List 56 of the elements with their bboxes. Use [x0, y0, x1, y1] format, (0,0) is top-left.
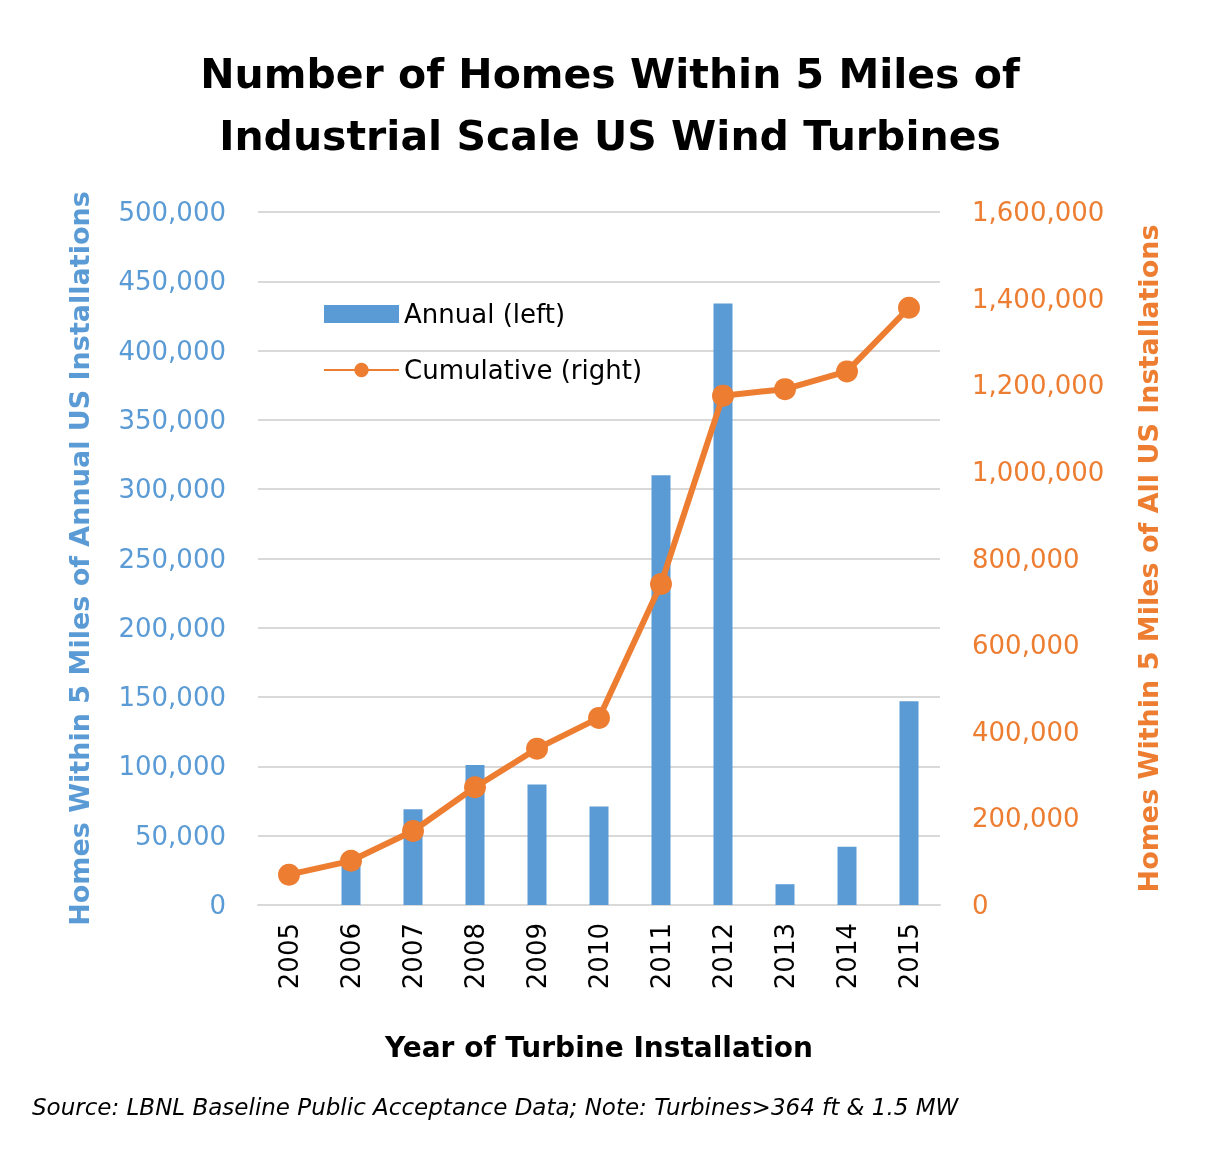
x-tick-label: 2008 [460, 923, 490, 990]
bar [775, 884, 795, 905]
bar [651, 475, 671, 905]
bar [527, 784, 547, 905]
point [774, 378, 796, 401]
point [402, 819, 424, 842]
y-tick-label: 100,000 [118, 751, 226, 782]
y2-tick-label: 1,600,000 [972, 197, 1105, 227]
x-tick-label: 2014 [832, 923, 862, 990]
point [836, 360, 858, 383]
y-tick-label: 350,000 [118, 404, 226, 435]
y2-axis-title: Homes Within 5 Miles of All US Installations [1133, 224, 1164, 893]
y2-tick-label: 400,000 [972, 716, 1080, 747]
x-tick-label: 2005 [274, 923, 304, 990]
y-tick-label: 250,000 [118, 543, 226, 574]
y2-tick-label: 0 [972, 890, 989, 920]
x-axis-title: Year of Turbine Installation [384, 1030, 813, 1064]
x-tick-label: 2007 [398, 923, 428, 990]
bar [837, 846, 857, 905]
y-tick-label: 500,000 [118, 197, 226, 227]
y-tick-label: 150,000 [118, 682, 226, 713]
bar [899, 701, 919, 905]
point [526, 737, 548, 760]
point [340, 849, 362, 872]
x-tick-label: 2013 [770, 923, 800, 990]
bar [589, 806, 609, 905]
point [898, 296, 920, 319]
chart-title: Number of Homes Within 5 Miles of Industrial Scale US Wind Turbines [200, 50, 1021, 160]
bar [713, 303, 733, 905]
x-tick-label: 2011 [646, 923, 676, 990]
y2-tick-label: 600,000 [972, 630, 1080, 661]
x-tick-label: 2010 [584, 923, 614, 990]
y2-tick-label: 800,000 [972, 543, 1080, 574]
y2-tick-label: 1,400,000 [972, 283, 1105, 314]
point [712, 384, 734, 407]
source-note: Source: LBNL Baseline Public Acceptance Data; Note: Turbines>364 ft & 1.5 MW [32, 1093, 960, 1120]
y2-tick-label: 200,000 [972, 803, 1080, 834]
point [650, 573, 672, 596]
x-tick-label: 2009 [522, 923, 552, 990]
y-tick-label: 450,000 [118, 266, 226, 297]
y2-tick-label: 1,200,000 [972, 370, 1105, 401]
point [588, 706, 610, 729]
y-tick-label: 0 [209, 890, 226, 920]
y-axis-title: Homes Within 5 Miles of Annual US Installations [64, 191, 95, 926]
x-tick-label: 2015 [894, 923, 924, 990]
y-tick-label: 200,000 [118, 612, 226, 643]
x-tick-label: 2006 [336, 923, 366, 990]
y-tick-label: 300,000 [118, 474, 226, 505]
y-tick-label: 400,000 [118, 335, 226, 366]
point [278, 863, 300, 886]
x-tick-label: 2012 [708, 923, 738, 990]
legend-label: Annual (left) [404, 299, 566, 329]
legend-label: Cumulative (right) [404, 355, 643, 385]
y-tick-label: 50,000 [135, 820, 226, 851]
point [464, 776, 486, 799]
y2-tick-label: 1,000,000 [972, 456, 1105, 487]
